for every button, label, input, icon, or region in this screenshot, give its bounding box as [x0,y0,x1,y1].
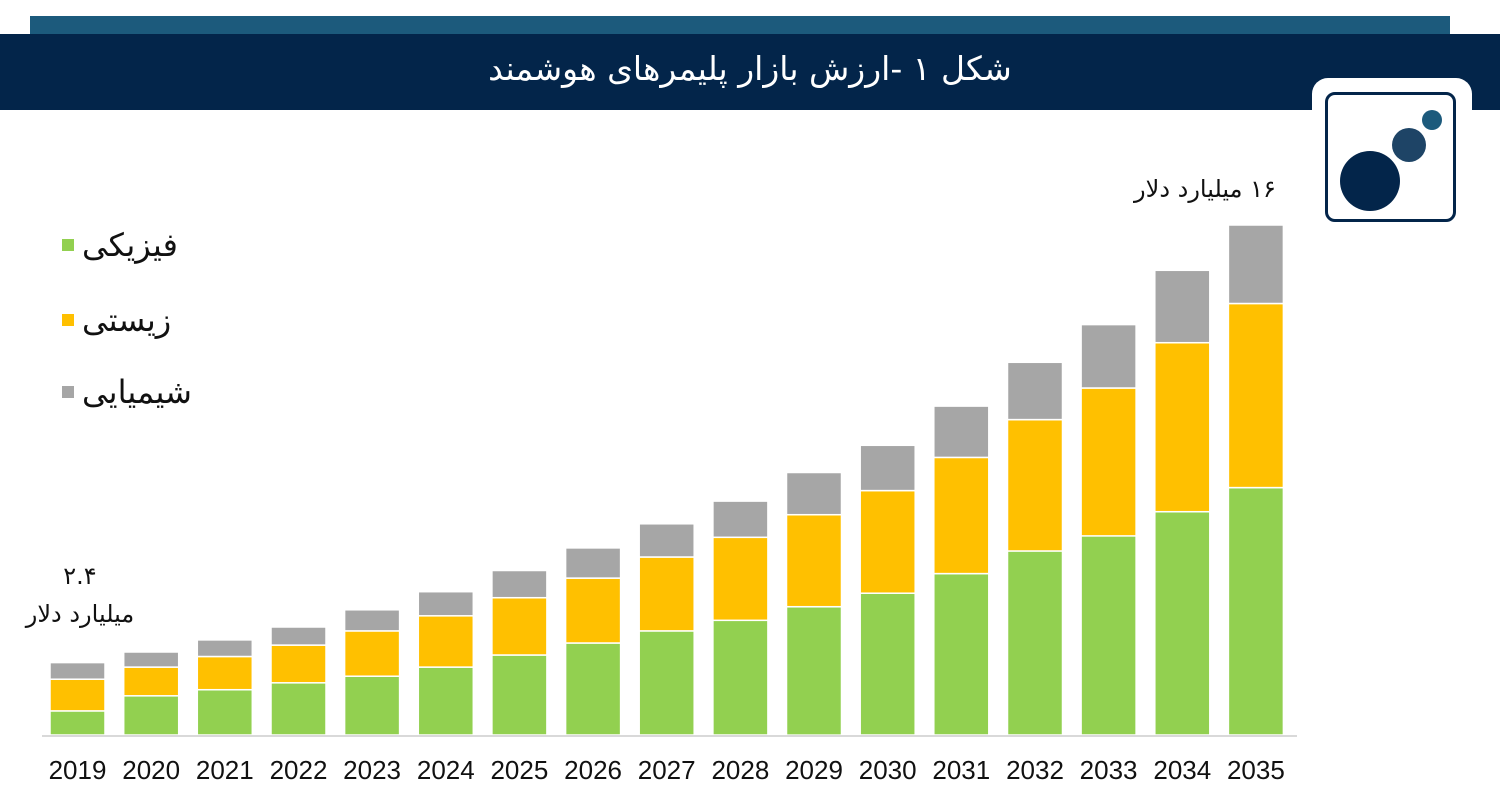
bar-biological-2032 [1006,418,1064,552]
bar-physical-2023 [343,675,401,736]
legend-item-chemical: شیمیایی [62,372,192,412]
bar-physical-2024 [417,666,475,736]
x-tick-label-2027: 2027 [638,755,696,785]
logo-large-circle [1340,151,1400,211]
bar-biological-2024 [417,615,475,668]
x-tick-label-2031: 2031 [932,755,990,785]
bar-biological-2031 [933,456,990,575]
bar-chemical-2031 [933,405,990,459]
x-tick-label-2023: 2023 [343,755,401,785]
bar-chemical-2019 [49,661,106,680]
bar-biological-2030 [859,489,916,594]
bar-biological-2033 [1080,387,1137,537]
x-tick-label-2021: 2021 [196,755,254,785]
bar-physical-2025 [491,654,548,736]
bar-biological-2020 [122,666,180,697]
bar-physical-2035 [1227,486,1285,736]
x-tick-label-2026: 2026 [564,755,622,785]
bar-physical-2027 [638,630,695,736]
bar-chemical-2023 [343,609,401,632]
legend-swatch-physical [62,239,74,251]
legend-label-biological: زیستی [82,301,172,339]
bar-biological-2025 [491,596,548,656]
logo-small-circle [1422,110,1442,130]
bar-biological-2034 [1154,341,1211,513]
bar-chemical-2024 [417,590,475,617]
x-tick-label-2019: 2019 [49,755,107,785]
bar-biological-2023 [343,630,401,677]
three-circles-logo-icon [1340,110,1442,211]
x-tick-label-2034: 2034 [1153,755,1211,785]
x-tick-label-2020: 2020 [122,755,180,785]
bar-biological-2027 [638,556,695,632]
bar-chemical-2020 [122,651,180,668]
bar-physical-2026 [564,642,622,736]
x-tick-label-2024: 2024 [417,755,475,785]
bar-chemical-2021 [196,639,254,658]
bar-chemical-2030 [859,444,916,492]
bar-chemical-2029 [785,471,843,516]
bar-chemical-2033 [1080,323,1137,389]
bar-chemical-2022 [270,626,327,646]
bar-biological-2035 [1227,302,1285,489]
x-tick-label-2029: 2029 [785,755,843,785]
bar-biological-2026 [564,577,622,644]
logo [1325,92,1456,222]
x-tick-label-2032: 2032 [1006,755,1064,785]
bar-physical-2032 [1006,550,1064,736]
bar-chemical-2027 [638,523,695,558]
x-tick-label-2028: 2028 [711,755,769,785]
bar-physical-2033 [1080,535,1137,736]
chart-title: شکل ۱ -ارزش بازار پلیمرهای هوشمند [488,49,1012,88]
start-unit-annotation: میلیارد دلار [25,600,135,628]
bar-chemical-2032 [1006,361,1064,421]
bars-layer [49,224,1285,736]
bar-biological-2029 [785,513,843,608]
bar-chemical-2026 [564,547,622,579]
bar-chemical-2025 [491,569,548,599]
x-tick-label-2025: 2025 [490,755,548,785]
bar-physical-2030 [859,592,916,736]
top-accent-strip [30,16,1450,34]
bar-biological-2021 [196,655,254,691]
x-tick-label-2033: 2033 [1080,755,1138,785]
bar-physical-2031 [933,572,990,736]
bar-chemical-2034 [1154,269,1211,344]
x-tick-label-2030: 2030 [859,755,917,785]
legend-label-physical: فیزیکی [82,226,178,264]
legend-swatch-biological [62,314,74,326]
end-value-annotation: ۱۶ میلیارد دلار [1134,175,1276,203]
bar-chemical-2028 [712,500,769,539]
bar-physical-2021 [196,688,254,736]
bar-chemical-2035 [1227,224,1285,305]
bar-physical-2034 [1154,510,1211,736]
bar-physical-2020 [122,695,180,736]
bar-physical-2019 [49,710,106,736]
x-tick-labels: 2019 2020 2021 2022 2023 2024 2025 2026 2027 2028… [49,755,1285,785]
bar-biological-2022 [270,644,327,684]
legend-item-physical: فیزیکی [62,225,178,265]
bar-physical-2028 [712,619,769,736]
legend-swatch-chemical [62,386,74,398]
bar-physical-2029 [785,606,843,736]
legend-item-biological: زیستی [62,300,171,340]
bar-physical-2022 [270,682,327,736]
logo-medium-circle [1392,128,1426,162]
start-value-annotation: ۲.۴ [63,562,97,590]
title-banner [0,34,1500,110]
legend-label-chemical: شیمیایی [82,373,192,411]
bar-biological-2019 [49,678,106,712]
bar-biological-2028 [712,536,769,622]
x-tick-label-2022: 2022 [270,755,328,785]
x-tick-label-2035: 2035 [1227,755,1285,785]
